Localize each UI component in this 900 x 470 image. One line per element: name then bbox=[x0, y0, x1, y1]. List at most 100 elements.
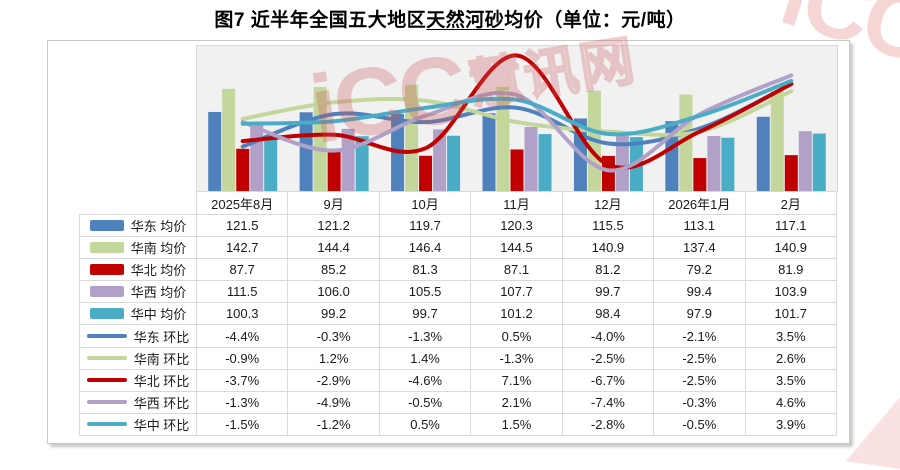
table-row-0: 华东 均价 121.5 121.2 119.7 120.3 115.5 113.1 117.1 bbox=[79, 214, 838, 238]
category-header-cell-0: 2025年8月 bbox=[195, 190, 289, 216]
legend-swatch-line bbox=[86, 422, 127, 427]
category-header-cell-3: 11月 bbox=[470, 190, 563, 216]
chart-canvas bbox=[196, 45, 838, 192]
legend-swatch-bar bbox=[89, 286, 124, 298]
value-cell: -6.7% bbox=[561, 368, 655, 392]
value-cell: 1.5% bbox=[470, 412, 563, 437]
value-cell: -0.9% bbox=[195, 346, 289, 370]
category-header-cell-2: 10月 bbox=[378, 190, 472, 216]
legend-swatch-bar bbox=[89, 308, 124, 320]
bar-华北 均价-3 bbox=[510, 149, 524, 191]
value-cell: 97.9 bbox=[653, 302, 746, 326]
table-row-7: 华北 环比 -3.7% -2.9% -4.6% 7.1% -6.7% -2.5% 3.5% bbox=[79, 368, 838, 392]
legend-swatch-bar bbox=[89, 242, 124, 254]
value-cell: -2.5% bbox=[561, 346, 655, 370]
value-cell: -1.3% bbox=[378, 324, 472, 348]
table-row-6: 华南 环比 -0.9% 1.2% 1.4% -1.3% -2.5% -2.5% 2.6% bbox=[79, 346, 838, 370]
value-cell: 120.3 bbox=[470, 214, 563, 238]
legend-label: 华南 均价 bbox=[130, 241, 187, 257]
legend-cell-3: 华西 均价 bbox=[79, 280, 197, 304]
value-cell: -4.4% bbox=[195, 324, 289, 348]
value-cell: 98.4 bbox=[561, 302, 655, 326]
value-cell: 85.2 bbox=[287, 258, 380, 282]
value-cell: 3.9% bbox=[744, 412, 838, 437]
category-header-row: 2025年8月 9月 10月 11月 12月 2026年1月 2月 bbox=[80, 190, 838, 216]
value-cell: 0.5% bbox=[470, 324, 563, 348]
value-cell: -4.9% bbox=[287, 390, 380, 414]
value-cell: 4.6% bbox=[744, 390, 838, 414]
value-cell: 117.1 bbox=[744, 214, 838, 238]
value-cell: 1.2% bbox=[287, 346, 380, 370]
bar-华南 均价-1 bbox=[313, 86, 327, 191]
legend-swatch-line bbox=[86, 378, 127, 383]
value-cell: 140.9 bbox=[744, 236, 838, 260]
value-cell: 3.5% bbox=[744, 324, 838, 348]
bar-华中 均价-6 bbox=[812, 133, 826, 191]
value-cell: 144.5 bbox=[470, 236, 563, 260]
chart-title-suffix: 均价（单位：元/吨） bbox=[504, 10, 686, 31]
legend-cell-1: 华南 均价 bbox=[79, 236, 197, 260]
chart-title-prefix: 图7 近半年全国五大地区 bbox=[214, 10, 427, 31]
legend-label: 华东 均价 bbox=[130, 219, 187, 235]
legend-label: 华东 环比 bbox=[133, 329, 190, 345]
value-cell: 121.2 bbox=[287, 214, 380, 238]
value-cell: 99.2 bbox=[287, 302, 380, 326]
bar-华北 均价-2 bbox=[419, 155, 433, 191]
value-cell: 81.3 bbox=[378, 258, 472, 282]
value-cell: 2.6% bbox=[744, 346, 838, 370]
category-header-cell-4: 12月 bbox=[561, 190, 655, 216]
value-cell: -1.3% bbox=[470, 346, 563, 370]
value-cell: 101.7 bbox=[744, 302, 838, 326]
bar-华中 均价-5 bbox=[721, 137, 735, 191]
legend-cell-4: 华中 均价 bbox=[79, 302, 197, 326]
chart-panel: 2025年8月 9月 10月 11月 12月 2026年1月 2月华东 均价 121.5 121… bbox=[47, 40, 850, 444]
value-cell: -1.5% bbox=[195, 412, 289, 437]
value-cell: 100.3 bbox=[195, 302, 289, 326]
value-cell: -7.4% bbox=[561, 390, 655, 414]
table-row-3: 华西 均价 111.5 106.0 105.5 107.7 99.7 99.4 103.9 bbox=[79, 280, 838, 304]
value-cell: 103.9 bbox=[744, 280, 838, 304]
value-cell: 121.5 bbox=[195, 214, 289, 238]
legend-label: 华中 均价 bbox=[130, 307, 187, 323]
value-cell: 99.7 bbox=[561, 280, 655, 304]
value-cell: -1.2% bbox=[287, 412, 380, 437]
legend-swatch-bar bbox=[89, 264, 124, 276]
bar-华东 均价-6 bbox=[756, 116, 770, 191]
line-华北 环比 bbox=[240, 53, 794, 170]
legend-swatch-line bbox=[86, 334, 127, 339]
category-header-cell-5: 2026年1月 bbox=[653, 190, 746, 216]
legend-swatch-bar bbox=[89, 220, 124, 232]
legend-cell-9: 华中 环比 bbox=[79, 412, 197, 437]
value-cell: 142.7 bbox=[195, 236, 289, 260]
category-header-cell-6: 2月 bbox=[744, 190, 838, 216]
value-cell: 113.1 bbox=[653, 214, 746, 238]
value-cell: 144.4 bbox=[287, 236, 380, 260]
bar-华北 均价-5 bbox=[693, 158, 707, 191]
table-row-2: 华北 均价 87.7 85.2 81.3 87.1 81.2 79.2 81.9 bbox=[79, 258, 838, 282]
legend-cell-5: 华东 环比 bbox=[79, 324, 197, 348]
value-cell: 1.4% bbox=[378, 346, 472, 370]
bar-华东 均价-3 bbox=[482, 113, 496, 191]
chart-plot bbox=[196, 45, 838, 192]
bar-华南 均价-6 bbox=[770, 90, 784, 191]
value-cell: 146.4 bbox=[378, 236, 472, 260]
value-cell: 137.4 bbox=[653, 236, 746, 260]
value-cell: -3.7% bbox=[195, 368, 289, 392]
bar-华南 均价-3 bbox=[496, 86, 510, 191]
watermark-bottom-right bbox=[846, 367, 900, 469]
value-cell: -2.5% bbox=[653, 346, 746, 370]
bar-华西 均价-1 bbox=[341, 128, 355, 191]
value-cell: 81.2 bbox=[561, 258, 655, 282]
value-cell: 87.1 bbox=[470, 258, 563, 282]
value-cell: -0.5% bbox=[653, 412, 746, 437]
value-cell: -0.3% bbox=[287, 324, 380, 348]
bar-华北 均价-1 bbox=[327, 151, 341, 191]
legend-label: 华南 环比 bbox=[133, 351, 190, 367]
bar-华南 均价-0 bbox=[222, 88, 236, 191]
bar-华西 均价-0 bbox=[250, 122, 264, 191]
value-cell: 106.0 bbox=[287, 280, 380, 304]
legend-swatch-line bbox=[86, 356, 127, 361]
value-cell: 3.5% bbox=[744, 368, 838, 392]
value-cell: 81.9 bbox=[744, 258, 838, 282]
bar-华西 均价-5 bbox=[707, 136, 721, 191]
